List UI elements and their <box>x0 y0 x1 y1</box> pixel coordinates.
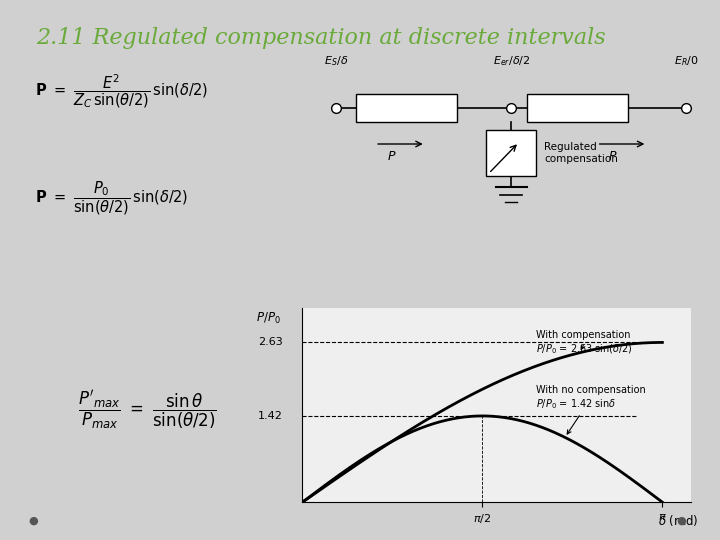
Text: With no compensation
$P/P_0$ = 1.42 sin$\delta$: With no compensation $P/P_0$ = 1.42 sin$… <box>536 385 646 434</box>
Text: $P/P_0$: $P/P_0$ <box>256 311 281 326</box>
Text: $\delta$ (rad): $\delta$ (rad) <box>658 513 698 528</box>
Bar <box>356 93 456 123</box>
Text: $\mathbf{P}\ =\ \dfrac{E^2}{Z_C\,\sin(\theta/2)}\,\sin(\delta/2)$: $\mathbf{P}\ =\ \dfrac{E^2}{Z_C\,\sin(\t… <box>35 72 208 110</box>
Text: With compensation
$P/P_0$ = 2.63 sin($\delta$/2): With compensation $P/P_0$ = 2.63 sin($\d… <box>536 330 633 356</box>
Text: $E_{er}/\delta/2$: $E_{er}/\delta/2$ <box>492 55 530 68</box>
Bar <box>527 93 628 123</box>
Text: 2.63: 2.63 <box>258 338 283 347</box>
Text: 2.11 Regulated compensation at discrete intervals: 2.11 Regulated compensation at discrete … <box>36 27 606 49</box>
Text: ●: ● <box>29 516 39 526</box>
Bar <box>486 130 536 177</box>
Text: $\dfrac{P'_{max}}{P_{max}}\ =\ \dfrac{\sin\theta}{\sin(\theta/2)}$: $\dfrac{P'_{max}}{P_{max}}\ =\ \dfrac{\s… <box>78 389 217 432</box>
Text: Regulated
compensation: Regulated compensation <box>544 142 618 164</box>
Text: 1.42: 1.42 <box>258 411 283 421</box>
Text: $E_R/0$: $E_R/0$ <box>674 55 698 68</box>
Text: $E_S/\delta$: $E_S/\delta$ <box>324 55 348 68</box>
Text: $\mathbf{P}\ =\ \dfrac{P_0}{\sin(\theta/2)}\,\sin(\delta/2)$: $\mathbf{P}\ =\ \dfrac{P_0}{\sin(\theta/… <box>35 180 189 217</box>
Text: $P$: $P$ <box>608 150 618 163</box>
Text: ●: ● <box>677 516 687 526</box>
Text: $P$: $P$ <box>387 150 396 163</box>
